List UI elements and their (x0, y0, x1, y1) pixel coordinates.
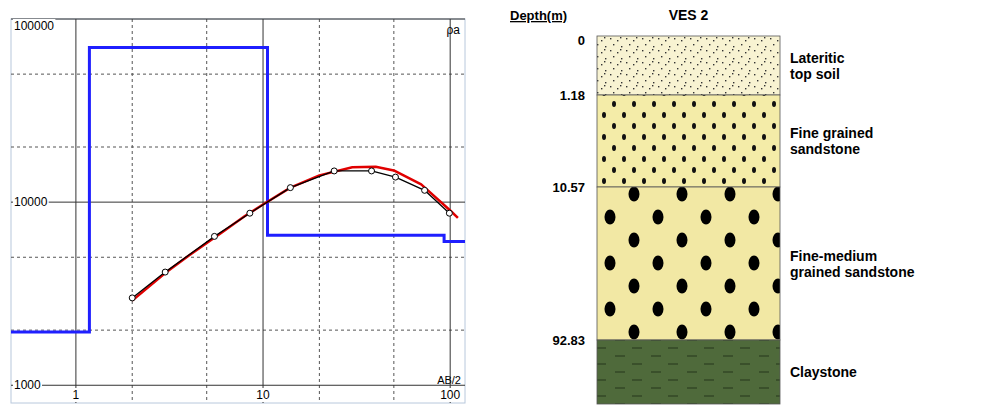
layer-name: grained sandstone (790, 264, 915, 280)
observed-point (211, 233, 217, 239)
y-tick-label: 1000 (14, 378, 41, 392)
minor-grid-x (206, 19, 207, 403)
data-group (11, 47, 465, 332)
observed-point (422, 187, 428, 193)
x-tick-label: 10 (256, 388, 270, 402)
layer-name: top soil (790, 66, 840, 82)
minor-grid-y (11, 74, 465, 75)
depth-label: 0 (578, 33, 585, 48)
layer-name: Claystone (790, 364, 857, 380)
plot-frame (11, 19, 465, 403)
label-patch (72, 388, 81, 402)
label-patch (13, 19, 55, 33)
figure: 1000 10000 100000 1 10 100 AB/2 ρa Lateritictop … (0, 0, 999, 408)
model-step-line (11, 47, 465, 332)
layer-name: Fine grained (790, 125, 873, 141)
grid-x (263, 19, 264, 403)
y-axis-title: ρa (447, 23, 461, 37)
minor-grid-x (319, 19, 320, 403)
depth-label: 1.18 (560, 88, 585, 103)
layer-name: sandstone (790, 141, 860, 157)
observed-point (392, 174, 398, 180)
observed-point (247, 210, 253, 216)
x-tick-label: 100 (440, 388, 460, 402)
layer-box (597, 95, 780, 187)
x-tick-label: 1 (73, 388, 80, 402)
y-tick-label: 100000 (14, 19, 54, 33)
layer-box (597, 340, 780, 404)
label-patch (255, 388, 271, 402)
observed-point (446, 210, 452, 216)
column-title: VES 2 (669, 7, 709, 23)
minor-grid-x (132, 19, 133, 403)
observed-point (331, 168, 337, 174)
minor-grid-y (11, 147, 465, 148)
layer-name: Lateritic (790, 50, 845, 66)
minor-grid-y (11, 330, 465, 331)
grid-x (75, 19, 76, 403)
x-axis-title: AB/2 (437, 374, 461, 386)
minor-grid-x (393, 19, 394, 403)
lithology-column: Lateritictop soil Fine grainedsandstone Fi… (510, 7, 915, 404)
chart: 1000 10000 100000 1 10 100 AB/2 ρa (11, 19, 465, 403)
layer-box (597, 36, 780, 95)
fitted-line (132, 167, 458, 301)
observed-point (162, 269, 168, 275)
observed-point (287, 185, 293, 191)
depth-header: Depth(m) (510, 8, 567, 23)
grid-y (11, 385, 465, 386)
depth-label: 92.83 (552, 333, 585, 348)
grid-y (11, 202, 465, 203)
label-patch (439, 388, 461, 402)
grid-y (11, 19, 465, 20)
observed-line (132, 171, 449, 298)
label-patch (13, 378, 42, 392)
layer-box (597, 187, 780, 340)
minor-grid-y (11, 257, 465, 258)
observed-point (369, 168, 375, 174)
observed-point (129, 295, 135, 301)
label-patch (13, 195, 49, 209)
layer-name: Fine-medium (790, 248, 877, 264)
depth-label: 10.57 (552, 180, 585, 195)
y-tick-label: 10000 (14, 195, 48, 209)
